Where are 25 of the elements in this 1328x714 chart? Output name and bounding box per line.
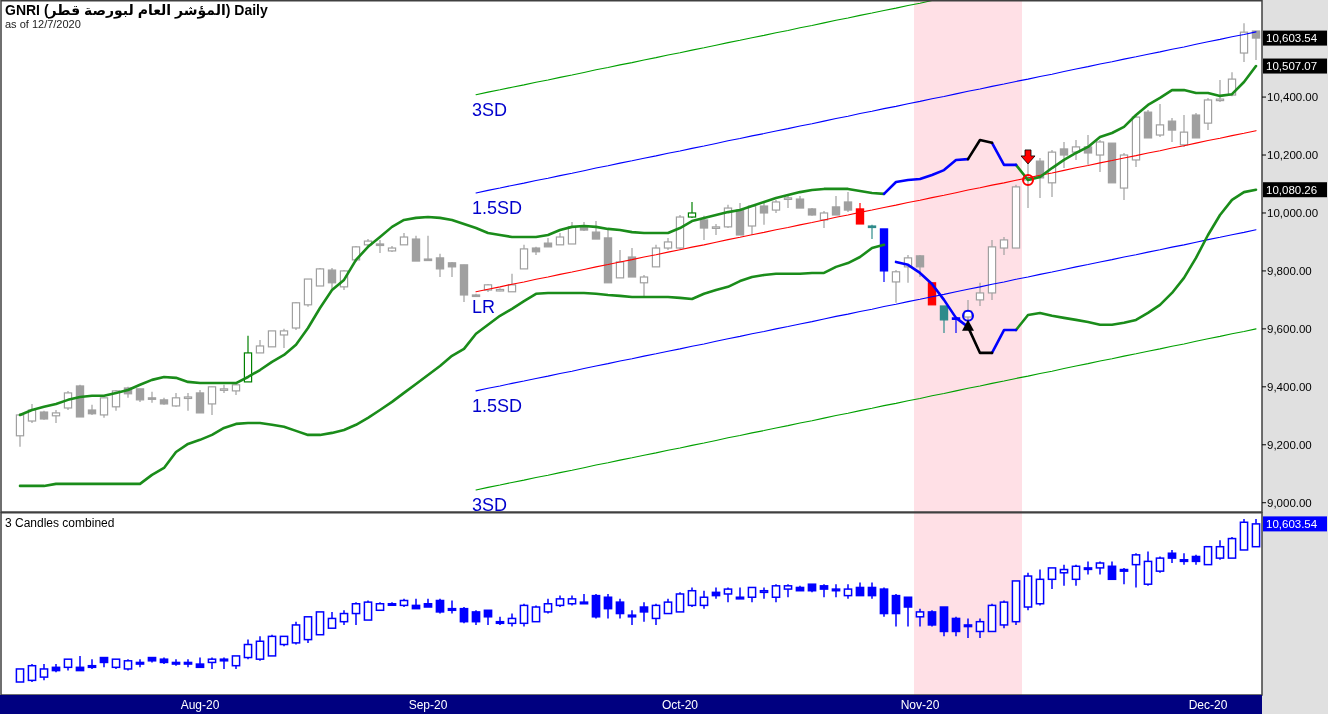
chart-title: 3 Candles combined [5,516,115,530]
text: as of 12/7/2020 [5,18,81,30]
y-tick-label: 9,000.00 [1267,496,1312,509]
y-tick-label: 10,400.00 [1267,91,1319,104]
data-label: 10,080.26 [1266,183,1318,196]
x-tick-label: Sep-20 [408,698,448,712]
x-tick-label: Aug-20 [180,698,220,712]
annotation: 3SD [472,495,507,515]
annotation: 1.5SD [472,198,523,218]
data-label: 10,507.07 [1266,60,1318,73]
x-tick-label: Dec-20 [1188,698,1228,712]
annotation: LR [472,296,495,317]
y-tick-label: 9,200.00 [1267,438,1312,451]
y-tick-label: 9,400.00 [1267,380,1312,393]
y-tick-label: 10,200.00 [1267,149,1319,162]
text: 10,603.54 [1266,518,1318,531]
x-tick-label: Oct-20 [661,698,699,712]
chart-title: GNRI (المؤشر العام لبورصة قطر) Daily [5,2,268,19]
y-tick-label: 10,000.00 [1267,206,1319,219]
x-tick-label: Nov-20 [900,698,940,712]
y-tick-label: 9,600.00 [1267,322,1312,335]
y-tick-label: 9,800.00 [1267,264,1312,277]
annotation: 1.5SD [472,395,523,416]
text: 10,603.54 [1266,32,1318,45]
annotation: 3SD [472,99,507,120]
